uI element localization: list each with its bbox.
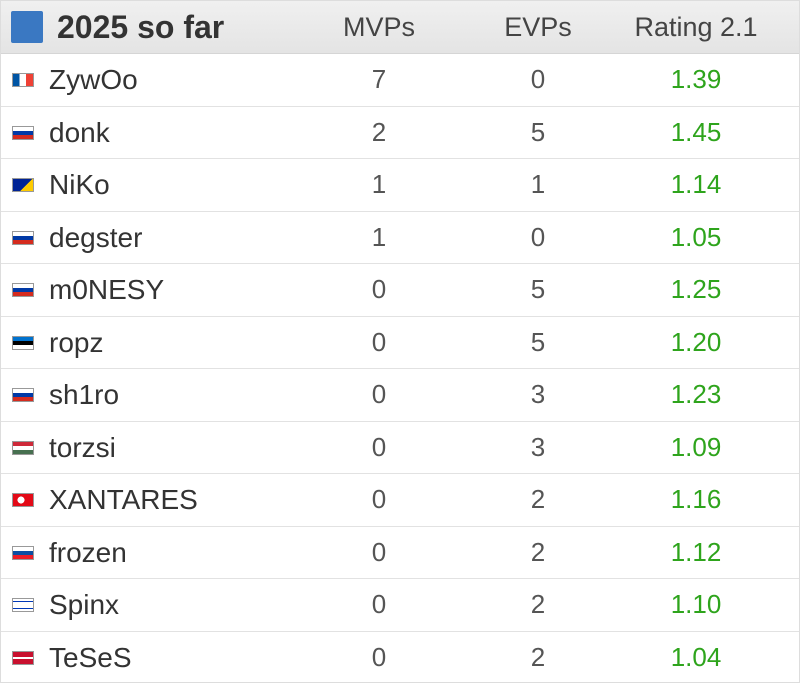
table-title: 2025 so far [57, 9, 225, 45]
table-row: m0NESY 0 5 1.25 [1, 264, 799, 317]
table-row: XANTARES 0 2 1.16 [1, 474, 799, 527]
flag-icon [12, 440, 34, 455]
rating: 1.14 [670, 169, 722, 199]
rating: 1.20 [670, 326, 722, 357]
mvp-count: 1 [371, 169, 387, 199]
evp-count: 5 [530, 274, 546, 304]
header-icon [11, 11, 43, 43]
evp-count: 2 [530, 536, 546, 567]
table-row: degster 1 0 1.05 [1, 212, 799, 264]
flag-icon [12, 598, 34, 612]
table-row: ZywOo 7 0 1.39 [1, 54, 799, 107]
rating: 1.09 [670, 431, 722, 462]
rating: 1.16 [670, 484, 722, 514]
player-name: donk [49, 116, 110, 148]
rating: 1.04 [670, 641, 722, 672]
player-name: ZywOo [49, 64, 138, 95]
column-header: MVPs [342, 12, 415, 42]
flag-icon [12, 545, 34, 560]
table-row: ropz 0 5 1.20 [1, 317, 799, 369]
table-row: Spinx 0 2 1.10 [1, 579, 799, 632]
flag-icon [12, 388, 34, 402]
evp-count: 2 [530, 641, 546, 672]
rating: 1.45 [670, 116, 722, 147]
evp-count: 3 [530, 379, 546, 409]
evp-count: 5 [530, 116, 546, 147]
mvp-count: 0 [371, 484, 387, 514]
evp-count: 0 [530, 64, 546, 94]
evp-count: 3 [530, 431, 546, 462]
evp-count: 2 [530, 484, 546, 514]
player-name: ropz [49, 326, 104, 358]
mvp-count: 1 [371, 221, 387, 252]
table-body: ZywOo 7 0 1.39 donk 2 5 1.45 NiKo 1 1 1.14 degster 1 0… [1, 54, 799, 683]
rating: 1.05 [670, 221, 722, 252]
player-name: degster [49, 221, 143, 253]
table-row: donk 2 5 1.45 [1, 107, 799, 159]
player-name: torzsi [49, 431, 116, 463]
flag-icon [12, 125, 34, 140]
player-name: frozen [49, 536, 127, 568]
player-name: NiKo [49, 169, 110, 200]
flag-icon [12, 650, 34, 665]
table-header: 2025 so far MVPs EVPs Rating 2.1 [1, 1, 799, 54]
mvp-count: 0 [371, 641, 387, 672]
mvp-count: 7 [371, 64, 387, 94]
mvp-count: 2 [371, 116, 387, 147]
player-name: XANTARES [49, 484, 198, 515]
rating: 1.23 [670, 379, 722, 409]
player-name: Spinx [49, 589, 120, 620]
column-header: EVPs [504, 12, 572, 42]
evp-count: 2 [530, 589, 546, 619]
evp-count: 0 [530, 221, 546, 252]
mvp-count: 0 [371, 431, 387, 462]
flag-icon [12, 493, 34, 507]
table-row: TeSeS 0 2 1.04 [1, 632, 799, 683]
mvp-count: 0 [371, 589, 387, 619]
column-header: Rating 2.1 [634, 12, 758, 42]
player-name: m0NESY [49, 274, 165, 305]
rating: 1.39 [670, 64, 722, 94]
table-row: sh1ro 0 3 1.23 [1, 369, 799, 422]
table-row: torzsi 0 3 1.09 [1, 422, 799, 474]
mvp-count: 0 [371, 274, 387, 304]
flag-icon [12, 178, 34, 192]
table-row: frozen 0 2 1.12 [1, 527, 799, 579]
evp-count: 1 [530, 169, 546, 199]
rating: 1.10 [670, 589, 722, 619]
player-name: sh1ro [49, 379, 120, 410]
flag-icon [12, 335, 34, 350]
flag-icon [12, 283, 34, 297]
flag-icon [12, 230, 34, 245]
rating: 1.12 [670, 536, 722, 567]
player-name: TeSeS [49, 641, 132, 673]
flag-icon [12, 73, 34, 87]
mvp-count: 0 [371, 379, 387, 409]
rating: 1.25 [670, 274, 722, 304]
mvp-count: 0 [371, 326, 387, 357]
evp-count: 5 [530, 326, 546, 357]
table-row: NiKo 1 1 1.14 [1, 159, 799, 212]
mvp-count: 0 [371, 536, 387, 567]
